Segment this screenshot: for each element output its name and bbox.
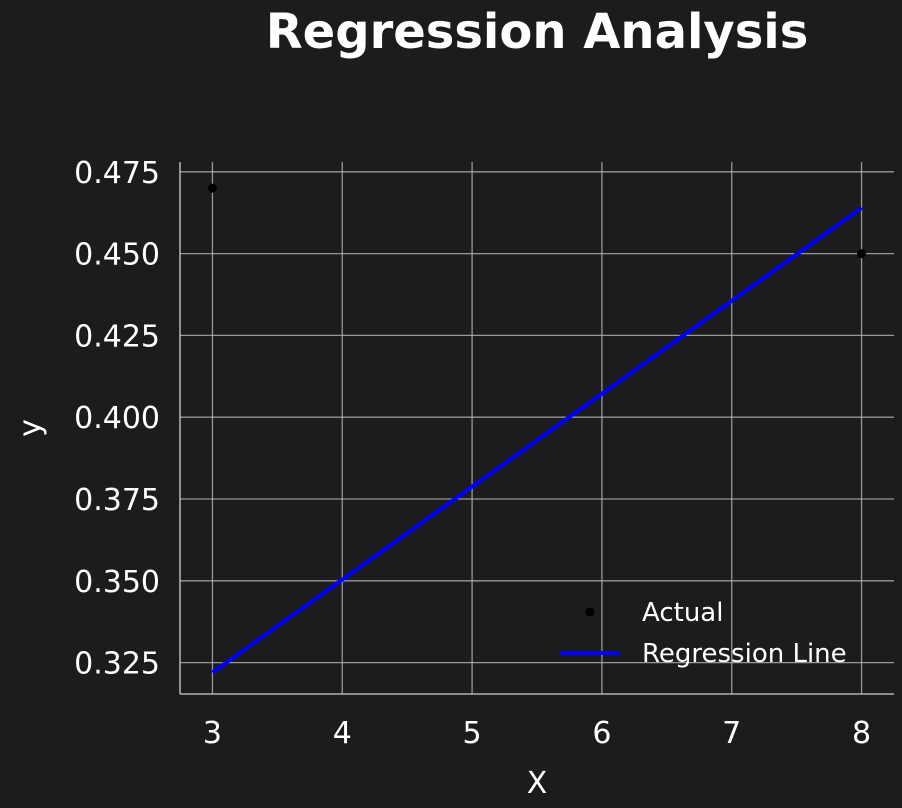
x-tick-label: 8 xyxy=(852,716,871,751)
y-tick-label: 0.450 xyxy=(74,238,160,273)
y-tick-label: 0.375 xyxy=(74,483,160,518)
actual-point xyxy=(208,184,217,193)
y-tick-label: 0.425 xyxy=(74,319,160,354)
y-tick-label: 0.400 xyxy=(74,401,160,436)
y-tick-label: 0.475 xyxy=(74,156,160,191)
legend-actual-marker xyxy=(586,608,595,617)
y-axis-label: y xyxy=(13,419,48,437)
y-gridlines xyxy=(180,172,894,663)
x-tick-label: 3 xyxy=(203,716,222,751)
actual-point xyxy=(857,249,866,258)
x-tick-label: 6 xyxy=(592,716,611,751)
y-tick-labels: 0.325 0.350 0.375 0.400 0.425 0.450 0.475 xyxy=(74,156,160,682)
chart-title: Regression Analysis xyxy=(266,4,809,60)
x-tick-label: 4 xyxy=(333,716,352,751)
regression-line-series xyxy=(212,208,861,673)
legend: Actual Regression Line xyxy=(560,598,847,669)
x-tick-label: 7 xyxy=(722,716,741,751)
legend-regression-label: Regression Line xyxy=(642,639,847,669)
actual-points-series xyxy=(208,184,866,258)
regression-line xyxy=(212,208,861,673)
x-gridlines xyxy=(212,162,861,694)
legend-actual-label: Actual xyxy=(642,598,723,628)
x-axis-label: X xyxy=(527,766,548,801)
y-tick-label: 0.325 xyxy=(74,647,160,682)
x-tick-label: 5 xyxy=(463,716,482,751)
y-tick-label: 0.350 xyxy=(74,565,160,600)
x-tick-labels: 3 4 5 6 7 8 xyxy=(203,716,871,751)
